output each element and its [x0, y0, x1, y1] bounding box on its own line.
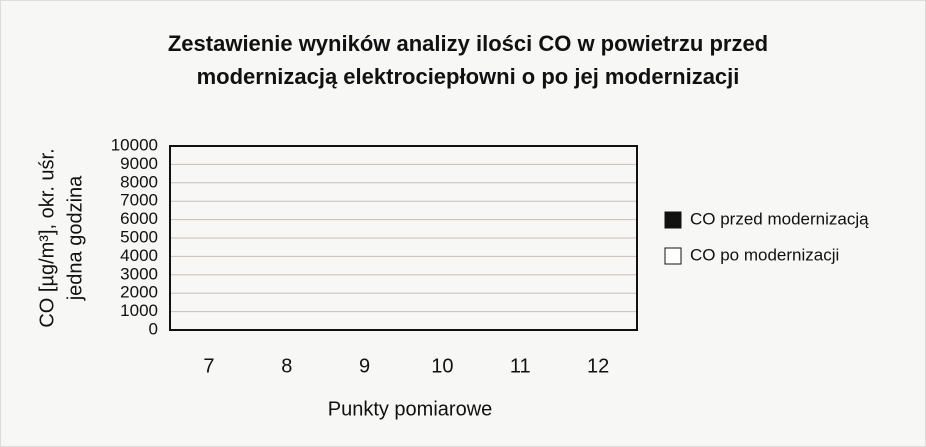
y-tick-label: 1000 [120, 301, 158, 320]
x-axis-label: Punkty pomiarowe [328, 398, 493, 420]
y-tick-label: 5000 [120, 227, 158, 246]
y-tick-label: 3000 [120, 264, 158, 283]
chart-title: Zestawienie wyników analizy ilości CO w … [168, 31, 768, 56]
y-tick-label: 2000 [120, 283, 158, 302]
x-tick-label: 8 [281, 355, 292, 377]
x-tick-label: 12 [587, 355, 609, 377]
x-tick-label: 10 [431, 355, 453, 377]
legend-label: CO po modernizacji [690, 245, 839, 264]
y-axis-label: CO [µg/m³], okr. uśr. [36, 148, 58, 327]
y-tick-label: 7000 [120, 191, 158, 210]
y-tick-label: 0 [149, 319, 158, 338]
chart-title: modernizacją elektrociepłowni o po jej m… [197, 64, 740, 89]
plot-frame [169, 145, 638, 331]
y-tick-label: 6000 [120, 209, 158, 228]
legend-swatch [664, 247, 682, 265]
y-tick-label: 9000 [120, 154, 158, 173]
x-tick-label: 7 [203, 355, 214, 377]
y-tick-label: 10000 [111, 135, 158, 154]
y-tick-label: 8000 [120, 172, 158, 191]
x-tick-label: 9 [359, 355, 370, 377]
y-tick-label: 4000 [120, 246, 158, 265]
legend-swatch [664, 211, 682, 229]
y-axis-label: jedna godzina [64, 175, 86, 301]
legend-label: CO przed modernizacją [690, 209, 869, 228]
x-tick-label: 11 [510, 355, 531, 377]
